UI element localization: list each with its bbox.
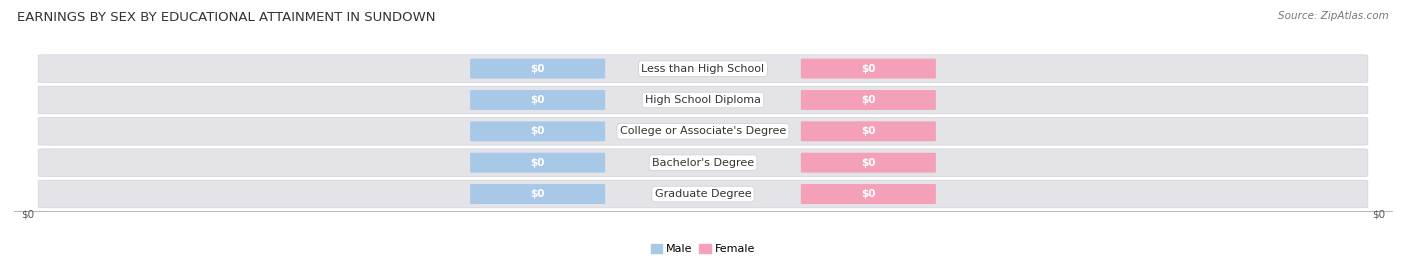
Text: High School Diploma: High School Diploma	[645, 95, 761, 105]
FancyBboxPatch shape	[38, 55, 1368, 83]
Text: $0: $0	[21, 209, 34, 219]
Text: $0: $0	[1372, 209, 1385, 219]
FancyBboxPatch shape	[801, 59, 936, 79]
Text: Less than High School: Less than High School	[641, 64, 765, 74]
Text: $0: $0	[860, 189, 876, 199]
FancyBboxPatch shape	[470, 121, 605, 141]
FancyBboxPatch shape	[470, 153, 605, 173]
FancyBboxPatch shape	[38, 86, 1368, 114]
FancyBboxPatch shape	[470, 59, 605, 79]
Text: Bachelor's Degree: Bachelor's Degree	[652, 158, 754, 168]
Text: Graduate Degree: Graduate Degree	[655, 189, 751, 199]
FancyBboxPatch shape	[801, 121, 936, 141]
Text: College or Associate's Degree: College or Associate's Degree	[620, 126, 786, 136]
FancyBboxPatch shape	[38, 149, 1368, 176]
FancyBboxPatch shape	[470, 90, 605, 110]
FancyBboxPatch shape	[470, 184, 605, 204]
Text: $0: $0	[530, 95, 546, 105]
Text: $0: $0	[530, 64, 546, 74]
FancyBboxPatch shape	[38, 180, 1368, 208]
FancyBboxPatch shape	[801, 153, 936, 173]
Text: $0: $0	[860, 158, 876, 168]
Legend: Male, Female: Male, Female	[647, 239, 759, 259]
FancyBboxPatch shape	[801, 90, 936, 110]
Text: $0: $0	[530, 126, 546, 136]
Text: $0: $0	[530, 189, 546, 199]
Text: EARNINGS BY SEX BY EDUCATIONAL ATTAINMENT IN SUNDOWN: EARNINGS BY SEX BY EDUCATIONAL ATTAINMEN…	[17, 11, 436, 24]
Text: Source: ZipAtlas.com: Source: ZipAtlas.com	[1278, 11, 1389, 21]
Text: $0: $0	[860, 64, 876, 74]
FancyBboxPatch shape	[38, 118, 1368, 145]
Text: $0: $0	[530, 158, 546, 168]
Text: $0: $0	[860, 126, 876, 136]
FancyBboxPatch shape	[801, 184, 936, 204]
Text: $0: $0	[860, 95, 876, 105]
